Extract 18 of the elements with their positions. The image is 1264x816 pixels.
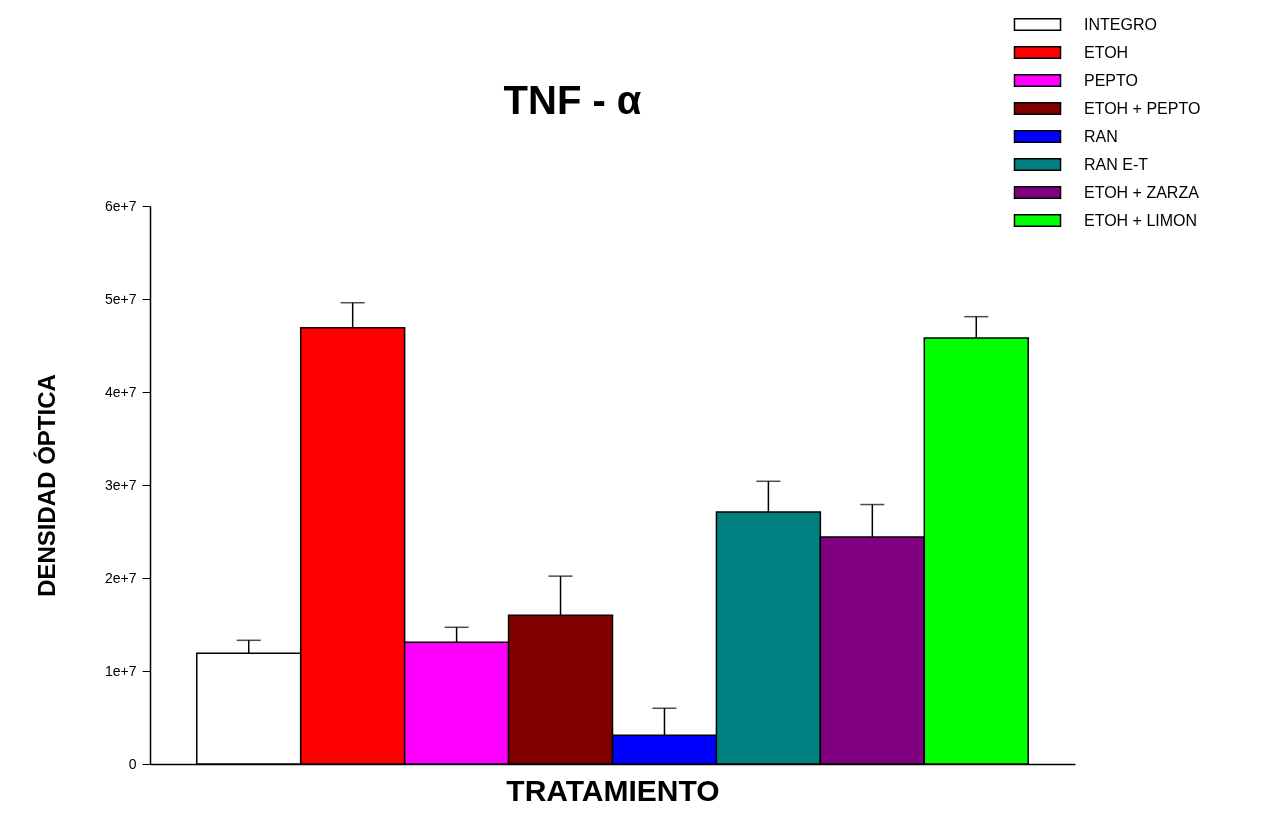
y-tick-label: 5e+7	[104, 290, 137, 307]
y-axis-title: DENSIDAD ÓPTICA	[32, 374, 60, 597]
y-tick-label: 6e+7	[104, 197, 137, 214]
legend-label: RAN	[1084, 127, 1118, 145]
y-tick-label: 2e+7	[104, 569, 137, 586]
legend-label: RAN E-T	[1084, 155, 1149, 173]
x-axis-title: TRATAMIENTO	[506, 773, 720, 807]
legend-label: PEPTO	[1084, 71, 1138, 89]
legend-label: ETOH + PEPTO	[1084, 99, 1201, 117]
legend-label: ETOH + LIMON	[1084, 211, 1198, 229]
y-tick-label: 0	[128, 755, 137, 772]
y-tick-label: 1e+7	[104, 662, 137, 679]
legend-label: INTEGRO	[1084, 15, 1157, 33]
y-tick-label: 3e+7	[104, 476, 137, 493]
legend-label: ETOH	[1084, 43, 1129, 61]
chart-title: TNF - α	[503, 78, 642, 122]
legend-label: ETOH + ZARZA	[1084, 183, 1200, 201]
y-tick-label: 4e+7	[104, 383, 137, 400]
